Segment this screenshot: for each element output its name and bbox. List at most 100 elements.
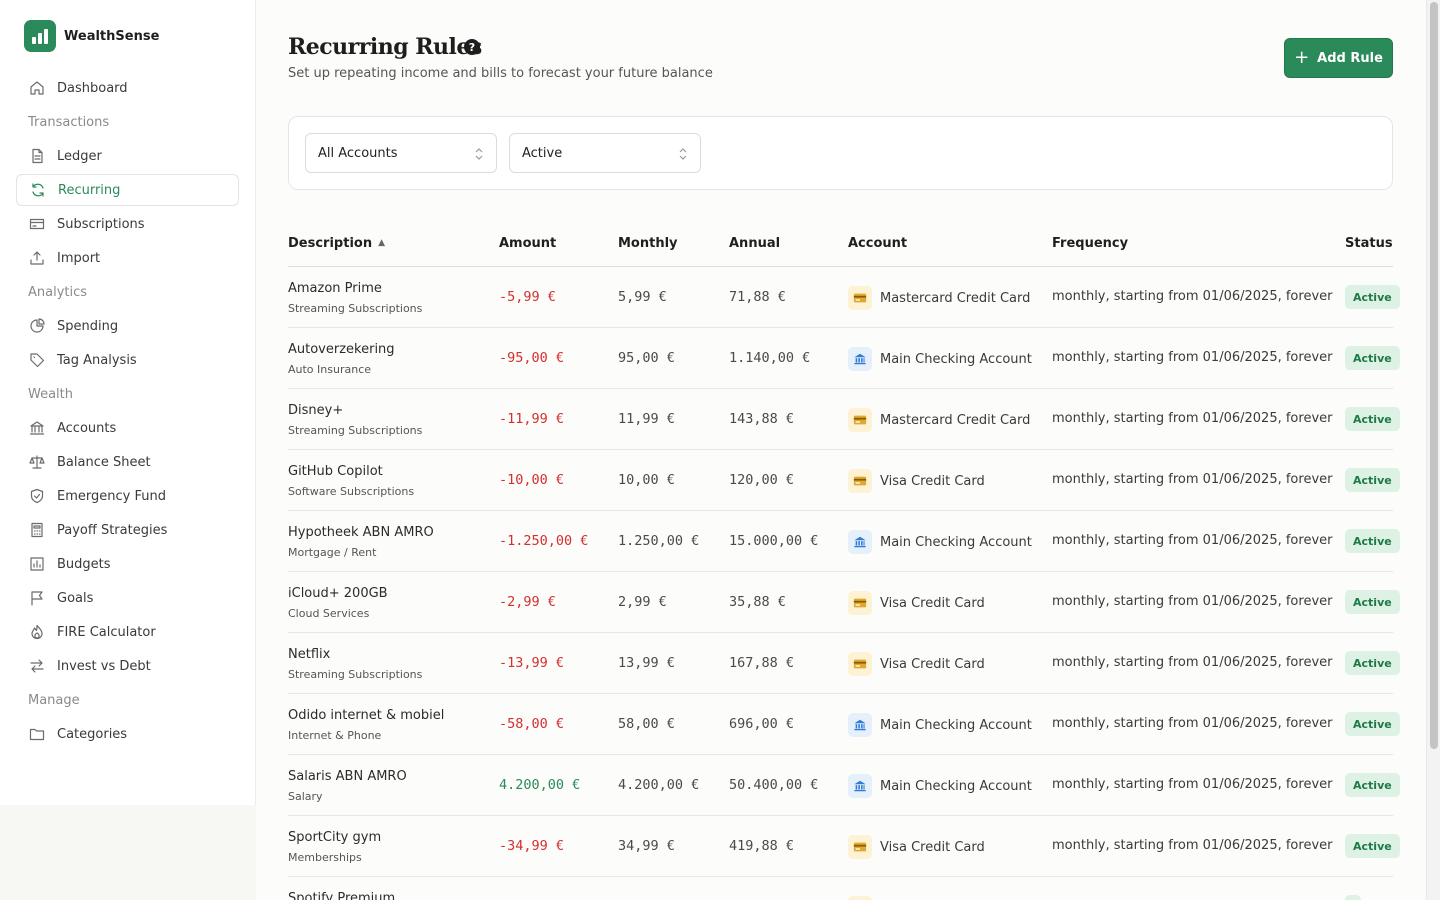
column-header-status[interactable]: Status: [1345, 236, 1393, 251]
bank-icon: [848, 713, 872, 737]
account-cell: [848, 896, 880, 900]
account-name: Main Checking Account: [880, 778, 1032, 794]
sidebar-item-fire-calculator[interactable]: FIRE Calculator: [16, 616, 239, 648]
sidebar-item-dashboard[interactable]: Dashboard: [16, 72, 239, 104]
sidebar-item-categories[interactable]: Categories: [16, 718, 239, 750]
sidebar-item-label: Budgets: [57, 556, 111, 572]
table-row[interactable]: Hypotheek ABN AMRO Mortgage / Rent -1.250,…: [288, 511, 1400, 572]
amount-cell: -5,99 €: [499, 289, 556, 305]
sidebar-item-spending[interactable]: Spending: [16, 310, 239, 342]
status-badge: Active: [1345, 529, 1400, 553]
sidebar-item-balance-sheet[interactable]: Balance Sheet: [16, 446, 239, 478]
sidebar: WealthSense Dashboard Transactions Ledger R…: [0, 0, 256, 805]
status-badge: Active: [1345, 834, 1400, 858]
account-filter-value: All Accounts: [318, 145, 398, 161]
monthly-cell: 2,99 €: [618, 594, 667, 610]
rule-category: Memberships: [288, 851, 362, 864]
sidebar-item-ledger[interactable]: Ledger: [16, 140, 239, 172]
bank-icon: [848, 530, 872, 554]
frequency-cell: monthly, starting from 01/06/2025, forev…: [1052, 411, 1333, 426]
account-cell: Main Checking Account: [848, 774, 1032, 798]
table-row[interactable]: SportCity gym Memberships -34,99 € 34,99 € 4…: [288, 816, 1400, 877]
frequency-cell: monthly, starting from 01/06/2025, forev…: [1052, 777, 1333, 792]
rule-category: Streaming Subscriptions: [288, 424, 423, 437]
upload-icon: [28, 250, 45, 267]
account-cell: Visa Credit Card: [848, 469, 985, 493]
sidebar-item-label: Balance Sheet: [57, 454, 151, 470]
rule-category: Auto Insurance: [288, 363, 372, 376]
account-cell: Visa Credit Card: [848, 835, 985, 859]
amount-cell: -2,99 €: [499, 594, 556, 610]
table-row[interactable]: Spotify Premium: [288, 877, 1393, 900]
sort-asc-icon: ▲: [378, 238, 386, 248]
amount-cell: -34,99 €: [499, 838, 565, 854]
sidebar-item-emergency-fund[interactable]: Emergency Fund: [16, 480, 239, 512]
amount-cell: -11,99 €: [499, 411, 565, 427]
home-icon: [28, 80, 45, 97]
frequency-cell: monthly, starting from 01/06/2025, forev…: [1052, 838, 1333, 853]
sidebar-item-goals[interactable]: Goals: [16, 582, 239, 614]
table-row[interactable]: GitHub Copilot Software Subscriptions -10,…: [288, 450, 1400, 511]
sidebar-item-accounts[interactable]: Accounts: [16, 412, 239, 444]
sidebar-item-import[interactable]: Import: [16, 242, 239, 274]
table-row[interactable]: Odido internet & mobiel Internet & Phone -…: [288, 694, 1400, 755]
bank-icon: [848, 347, 872, 371]
sidebar-item-label: Subscriptions: [57, 216, 145, 232]
sidebar-item-label: Emergency Fund: [57, 488, 166, 504]
account-cell: Visa Credit Card: [848, 591, 985, 615]
rule-category: Streaming Subscriptions: [288, 302, 423, 315]
brand[interactable]: WealthSense: [24, 20, 159, 52]
table-row[interactable]: iCloud+ 200GB Cloud Services -2,99 € 2,99 €…: [288, 572, 1400, 633]
column-header-account[interactable]: Account: [848, 236, 908, 251]
amount-cell: -58,00 €: [499, 716, 565, 732]
bank-icon: [28, 420, 45, 437]
help-icon[interactable]: ?: [464, 39, 480, 55]
sidebar-item-label: FIRE Calculator: [57, 624, 156, 640]
table-row[interactable]: Netflix Streaming Subscriptions -13,99 € 13…: [288, 633, 1400, 694]
sidebar-item-invest-vs-debt[interactable]: Invest vs Debt: [16, 650, 239, 682]
account-filter-select[interactable]: All Accounts: [305, 133, 497, 173]
table-row[interactable]: Disney+ Streaming Subscriptions -11,99 € 11…: [288, 389, 1400, 450]
card-icon: [28, 216, 45, 233]
rule-name: Salaris ABN AMRO: [288, 769, 407, 784]
table-row[interactable]: Autoverzekering Auto Insurance -95,00 € 95,…: [288, 328, 1400, 389]
annual-cell: 50.400,00 €: [729, 777, 819, 793]
column-header-frequency[interactable]: Frequency: [1052, 236, 1129, 251]
recurring-rules-table: Description ▲ Amount Monthly Annual Accou…: [288, 222, 1400, 900]
rule-name: Autoverzekering: [288, 342, 395, 357]
arrows-icon: [28, 658, 45, 675]
sidebar-item-budgets[interactable]: Budgets: [16, 548, 239, 580]
status-badge: Active: [1345, 346, 1400, 370]
amount-cell: -95,00 €: [499, 350, 565, 366]
table-row[interactable]: Salaris ABN AMRO Salary 4.200,00 € 4.200,00…: [288, 755, 1400, 816]
frequency-cell: monthly, starting from 01/06/2025, forev…: [1052, 472, 1333, 487]
scrollbar-thumb[interactable]: [1430, 2, 1438, 749]
column-header-description[interactable]: Description ▲: [288, 236, 386, 251]
column-header-amount[interactable]: Amount: [499, 236, 557, 251]
amount-cell: -13,99 €: [499, 655, 565, 671]
rule-name: Netflix: [288, 647, 331, 662]
add-rule-button[interactable]: + Add Rule: [1284, 38, 1393, 78]
table-row[interactable]: Amazon Prime Streaming Subscriptions -5,99…: [288, 267, 1400, 328]
scrollbar[interactable]: [1426, 0, 1440, 900]
sidebar-item-recurring[interactable]: Recurring: [16, 174, 239, 206]
document-icon: [28, 148, 45, 165]
logo-icon: [24, 20, 56, 52]
column-header-annual[interactable]: Annual: [729, 236, 781, 251]
rule-name: GitHub Copilot: [288, 464, 383, 479]
rule-name: Amazon Prime: [288, 281, 382, 296]
frequency-cell: monthly, starting from 01/06/2025, forev…: [1052, 350, 1333, 365]
status-badge: Active: [1345, 712, 1400, 736]
rule-name: SportCity gym: [288, 830, 382, 845]
sidebar-item-subscriptions[interactable]: Subscriptions: [16, 208, 239, 240]
column-header-monthly[interactable]: Monthly: [618, 236, 678, 251]
rule-category: Cloud Services: [288, 607, 370, 620]
credit-card-icon: [848, 652, 872, 676]
account-name: Main Checking Account: [880, 717, 1032, 733]
status-filter-value: Active: [522, 145, 563, 161]
rule-category: Mortgage / Rent: [288, 546, 377, 559]
sidebar-item-payoff-strategies[interactable]: Payoff Strategies: [16, 514, 239, 546]
account-cell: Main Checking Account: [848, 713, 1032, 737]
status-filter-select[interactable]: Active: [509, 133, 701, 173]
sidebar-item-tag-analysis[interactable]: Tag Analysis: [16, 344, 239, 376]
